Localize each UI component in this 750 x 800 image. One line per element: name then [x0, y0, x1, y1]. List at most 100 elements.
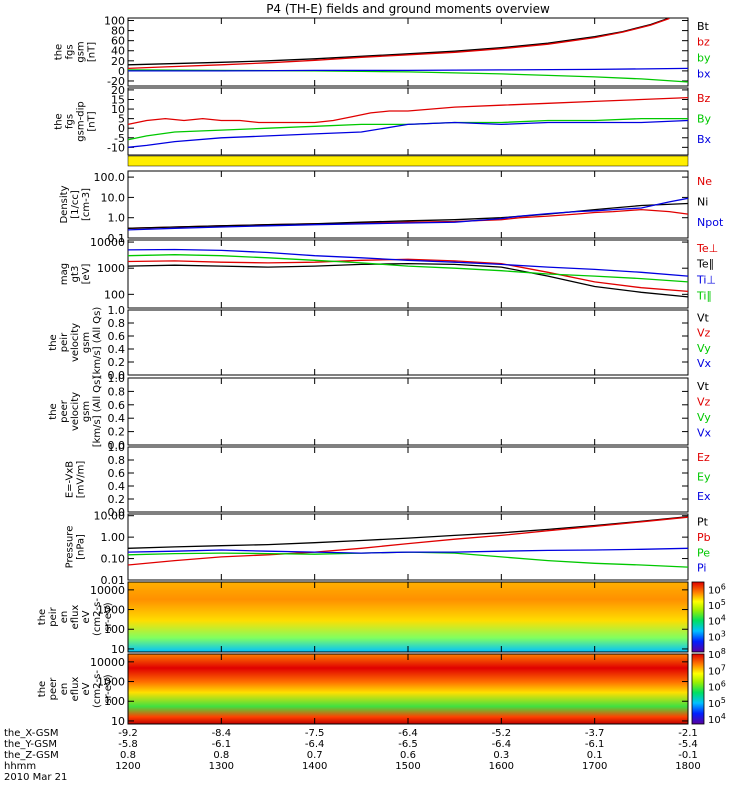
- x-axis-value: 1500: [395, 761, 420, 772]
- y-tick-label: 0: [118, 122, 125, 135]
- x-axis-value: -6.4: [398, 728, 418, 739]
- series-Pe-line: [127, 551, 689, 568]
- flag-bar: [127, 155, 689, 167]
- y-tick-label: 100: [104, 623, 125, 636]
- date-label: 2010 Mar 21: [4, 772, 67, 783]
- legend-entry: Pe: [697, 546, 710, 559]
- legend-entry: Vx: [697, 357, 712, 370]
- y-tick-label: 100.0: [94, 171, 126, 184]
- y-tick-label: 0.8: [108, 454, 126, 467]
- series-Pt-line: [127, 516, 689, 549]
- y-tick-label: 0.8: [108, 317, 126, 330]
- colorbar-tick-label: 107: [708, 663, 726, 677]
- y-tick-label: 0.10: [101, 553, 126, 566]
- y-tick-label: 0.0: [108, 439, 126, 452]
- legend-entry: Vy: [697, 342, 711, 355]
- y-axis-label: Pressure[nPa]: [65, 526, 87, 569]
- panel-frame: [127, 87, 689, 156]
- x-axis-value: 0.3: [493, 750, 509, 761]
- y-tick-label: 0.0: [108, 369, 126, 382]
- series-Ti∥-line: [127, 254, 689, 283]
- x-axis-row-label: the_Z-GSM: [4, 750, 59, 761]
- y-axis-label: thepeirvelocitygsm[km/s] (All Qs): [48, 307, 103, 379]
- series-Pb-line: [127, 516, 689, 566]
- x-axis-value: -6.4: [305, 739, 325, 750]
- series-By-line: [127, 117, 688, 141]
- x-axis-row-label: the_Y-GSM: [4, 739, 57, 750]
- y-tick-label: 0.01: [101, 574, 126, 587]
- y-axis-label: thepeerenefluxeV(cm2-s-sr-eV): [37, 670, 114, 708]
- legend-entry: Vz: [697, 327, 711, 340]
- panels-group: 100806040200-20thefgsgsm[nT]Btbzbybx2015…: [37, 15, 726, 728]
- x-axis-value: -7.5: [305, 728, 325, 739]
- legend-velocity_peir: Vt Vz Vy Vx: [697, 312, 712, 370]
- y-tick-label: 1000: [97, 604, 125, 617]
- x-axis-value: 0.8: [120, 750, 136, 761]
- legend-entry: Bt: [697, 20, 710, 33]
- y-tick-label: 40: [111, 45, 125, 58]
- x-axis-value: -5.4: [678, 739, 698, 750]
- colorbar-tick-label: 105: [708, 598, 726, 612]
- legend-velocity_peer: Vt Vz Vy Vx: [697, 380, 712, 440]
- colorbar-tick-label: 105: [708, 696, 726, 710]
- x-axis-value: 1700: [582, 761, 607, 772]
- y-tick-label: -10: [107, 141, 125, 154]
- legend-entry: Vt: [697, 312, 710, 325]
- series-Te⊥-line: [127, 258, 689, 293]
- panel-frame: [127, 377, 689, 446]
- legend-entry: Vt: [697, 380, 710, 393]
- y-axis-label: maggt3[eV]: [59, 263, 92, 285]
- y-tick-label: 0.4: [108, 412, 126, 425]
- colorbar-tick-label: 108: [708, 647, 726, 661]
- x-axis-value: 1400: [302, 761, 327, 772]
- x-axis-value: -0.1: [678, 750, 698, 761]
- x-axis-row-label: the_X-GSM: [4, 728, 58, 739]
- y-tick-label: 0.4: [108, 480, 126, 493]
- legend-entry: By: [697, 112, 712, 125]
- colorbar-strip: [691, 581, 705, 653]
- legend-entry: Pb: [697, 531, 711, 544]
- y-tick-label: 80: [111, 25, 125, 38]
- series-Bx-line: [127, 119, 689, 148]
- series-bz-line: [127, 17, 670, 70]
- series-Ti⊥-line: [127, 248, 689, 277]
- y-tick-label: -20: [107, 75, 125, 88]
- y-tick-label: -5: [114, 132, 125, 145]
- x-axis-value: 1600: [489, 761, 514, 772]
- y-tick-label: 10000: [90, 584, 125, 597]
- x-axis-value: 1300: [209, 761, 234, 772]
- y-tick-label: 0.6: [108, 330, 126, 343]
- legend-entry: Vz: [697, 395, 711, 408]
- y-tick-label: 0.4: [108, 343, 126, 356]
- spectrogram-peer_eflux: [128, 654, 688, 724]
- legend-pressure: Pt Pb Pe Pi: [697, 516, 711, 575]
- spectrogram-peir_eflux: [128, 582, 688, 652]
- x-axis-value: -6.5: [398, 739, 418, 750]
- legend-temperature: Te⊥ Te∥ Ti⊥ Ti∥: [696, 242, 718, 302]
- y-tick-label: 0.2: [108, 356, 126, 369]
- colorbar-tick-label: 104: [708, 712, 726, 726]
- legend-entry: Ni: [697, 195, 708, 208]
- colorbar-tick-label: 106: [708, 680, 726, 694]
- x-axis-value: -9.2: [118, 728, 138, 739]
- legend-entry: bz: [697, 36, 710, 49]
- y-tick-label: 10: [111, 103, 125, 116]
- y-tick-label: 20: [111, 84, 125, 97]
- legend-fgs_gsm: Bt bz by bx: [697, 20, 711, 80]
- legend-entry: by: [697, 52, 711, 65]
- y-tick-label: 0.6: [108, 399, 126, 412]
- y-axis-label: thefgsgsm[nT]: [54, 41, 98, 62]
- series-Ni-line: [127, 202, 689, 229]
- colorbar-tick-label: 106: [708, 582, 726, 596]
- x-axis-value: -2.1: [678, 728, 698, 739]
- legend-entry: Ey: [697, 471, 711, 484]
- panel-velocity_peer: 1.00.80.60.40.20.0thepeervelocitygsm[km/…: [48, 372, 712, 452]
- x-axis-value: -6.1: [585, 739, 605, 750]
- series-Bt-line: [127, 17, 670, 66]
- y-tick-label: 1.00: [101, 531, 126, 544]
- y-tick-label: 1.0: [108, 372, 126, 385]
- legend-entry: Te∥: [696, 258, 714, 271]
